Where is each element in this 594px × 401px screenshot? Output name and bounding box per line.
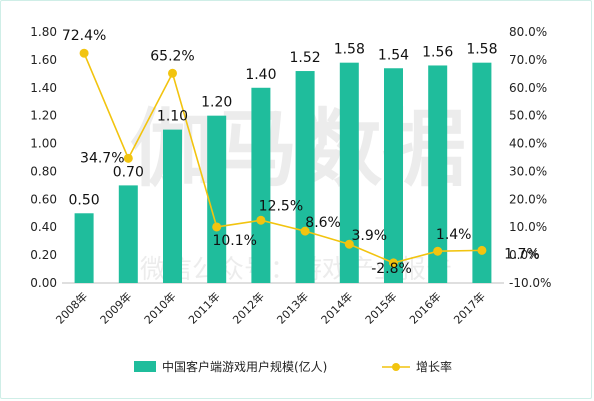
bar bbox=[74, 213, 94, 283]
growth-rate-point bbox=[344, 239, 354, 249]
y-left-tick-label: 0.00 bbox=[30, 276, 57, 290]
growth-rate-label: 65.2% bbox=[150, 48, 194, 64]
growth-rate-point bbox=[477, 245, 487, 255]
bar-value-label: 1.56 bbox=[422, 44, 453, 60]
bar-value-label: 1.58 bbox=[334, 42, 365, 58]
growth-rate-label: 12.5% bbox=[259, 198, 303, 214]
x-tick-label: 2010年 bbox=[141, 289, 178, 326]
y-left-tick-label: 0.60 bbox=[30, 192, 57, 206]
y-right-tick-label: 40.0% bbox=[509, 137, 547, 151]
growth-rate-point bbox=[256, 215, 266, 225]
bar bbox=[251, 87, 271, 284]
legend-swatch-bars bbox=[134, 361, 156, 372]
x-tick-label: 2009年 bbox=[97, 289, 134, 326]
y-right-tick-label: 80.0% bbox=[509, 25, 547, 39]
y-right-tick-label: 10.0% bbox=[509, 220, 547, 234]
growth-rate-point bbox=[79, 48, 89, 58]
bar bbox=[118, 185, 138, 283]
bar-value-label: 1.20 bbox=[201, 95, 232, 111]
growth-rate-label: 34.7% bbox=[80, 150, 124, 166]
growth-rate-label: 3.9% bbox=[352, 228, 388, 244]
x-tick-label: 2015年 bbox=[362, 289, 399, 326]
y-right-tick-label: 70.0% bbox=[509, 53, 547, 67]
y-left-tick-label: 1.40 bbox=[30, 81, 57, 95]
legend-label-bars: 中国客户端游戏用户规模(亿人) bbox=[162, 359, 327, 374]
bar-value-label: 1.10 bbox=[157, 109, 188, 125]
y-right-tick-label: 50.0% bbox=[509, 109, 547, 123]
bar bbox=[384, 68, 403, 283]
data-labels-layer: 0.50 0.70 1.10 1.20 1.40 1.52 1.58 1.54 1.56 1.58… bbox=[62, 28, 540, 277]
y-left-tick-label: 0.20 bbox=[30, 248, 57, 262]
y-left-tick-label: 1.80 bbox=[30, 25, 57, 39]
bars-layer bbox=[74, 62, 492, 284]
growth-rate-label: 1.7% bbox=[504, 246, 540, 262]
growth-rate-point bbox=[123, 153, 133, 163]
growth-rate-line bbox=[83, 52, 482, 264]
y-left-tick-label: 1.20 bbox=[30, 109, 57, 123]
y-left-tick-label: 0.80 bbox=[30, 164, 57, 178]
growth-rate-point bbox=[212, 222, 222, 232]
x-tick-label: 2011年 bbox=[185, 289, 222, 326]
growth-rate-label: 72.4% bbox=[62, 28, 106, 44]
y-right-tick-label: 20.0% bbox=[509, 192, 547, 206]
y-right-tick-label: -10.0% bbox=[509, 276, 551, 290]
growth-rate-label: 1.4% bbox=[436, 227, 472, 243]
bar-value-label: 1.52 bbox=[290, 50, 321, 66]
growth-rate-label: 10.1% bbox=[212, 233, 256, 249]
y-right-tick-label: 60.0% bbox=[509, 81, 547, 95]
legend-label-line: 增长率 bbox=[416, 359, 452, 374]
bar-value-label: 0.50 bbox=[69, 192, 100, 208]
bar bbox=[295, 71, 315, 284]
growth-rate-point bbox=[300, 226, 310, 236]
growth-rate-point bbox=[433, 246, 443, 256]
growth-rate-label: -2.8% bbox=[371, 261, 412, 277]
y-left-tick-label: 1.00 bbox=[30, 137, 57, 151]
x-tick-label: 2012年 bbox=[230, 289, 267, 326]
line-layer bbox=[79, 48, 487, 268]
bar bbox=[207, 115, 227, 284]
bar bbox=[163, 129, 182, 283]
bar-value-label: 1.58 bbox=[466, 42, 497, 58]
y-left-tick-label: 1.60 bbox=[30, 53, 57, 67]
bar bbox=[339, 62, 359, 283]
bar-value-label: 1.54 bbox=[378, 47, 409, 63]
growth-rate-point bbox=[168, 68, 177, 78]
bar-value-label: 0.70 bbox=[113, 164, 144, 180]
x-tick-label: 2016年 bbox=[406, 289, 443, 326]
growth-rate-label: 8.6% bbox=[305, 215, 341, 231]
y-right-tick-label: 30.0% bbox=[509, 164, 547, 178]
y-right-tick-label: 0.0% bbox=[509, 248, 540, 262]
x-tick-label: 2014年 bbox=[318, 289, 355, 326]
bar-value-label: 1.40 bbox=[245, 67, 276, 83]
bar bbox=[428, 65, 448, 283]
x-tick-label: 2013年 bbox=[274, 289, 311, 326]
x-tick-label: 2017年 bbox=[451, 289, 488, 326]
x-tick-label: 2008年 bbox=[53, 289, 90, 326]
legend-swatch-line-marker bbox=[392, 363, 400, 371]
growth-rate-point bbox=[389, 258, 398, 268]
y-left-tick-label: 0.40 bbox=[30, 220, 57, 234]
bar bbox=[472, 62, 492, 283]
legend: 中国客户端游戏用户规模(亿人) 增长率 bbox=[134, 359, 452, 374]
